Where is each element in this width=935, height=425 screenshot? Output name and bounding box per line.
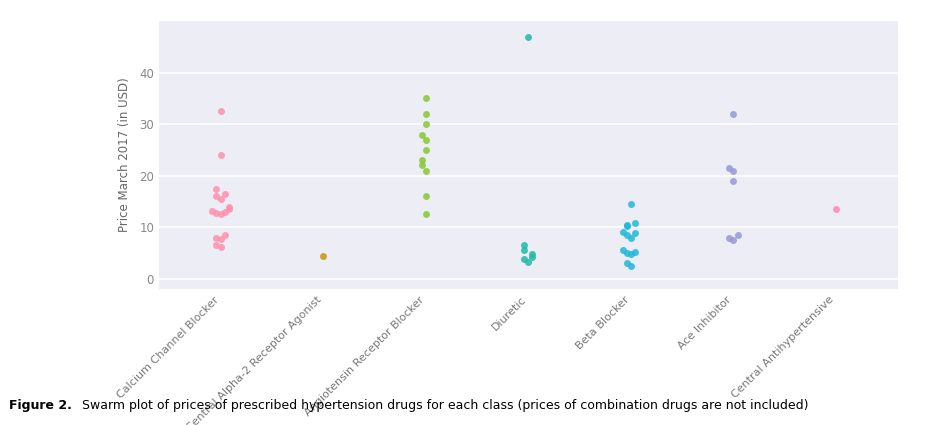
- Point: [414, 131, 429, 138]
- Point: [726, 167, 741, 174]
- Point: [217, 232, 232, 238]
- Point: [418, 121, 433, 128]
- Point: [418, 95, 433, 102]
- Point: [418, 147, 433, 153]
- Point: [619, 249, 634, 256]
- Point: [624, 251, 639, 258]
- Point: [627, 220, 642, 227]
- Point: [627, 249, 642, 255]
- Point: [730, 232, 745, 238]
- Point: [213, 244, 228, 250]
- Point: [624, 262, 639, 269]
- Point: [418, 211, 433, 218]
- Point: [619, 260, 634, 266]
- Point: [418, 110, 433, 117]
- Point: [525, 251, 539, 258]
- Point: [619, 232, 634, 238]
- Point: [517, 242, 532, 249]
- Text: Figure 2.: Figure 2.: [9, 399, 72, 412]
- Point: [213, 196, 228, 202]
- Point: [213, 211, 228, 218]
- Point: [213, 235, 228, 242]
- Point: [418, 136, 433, 143]
- Point: [418, 167, 433, 174]
- Point: [722, 234, 737, 241]
- Point: [217, 208, 232, 215]
- Point: [418, 193, 433, 200]
- Point: [615, 247, 630, 254]
- Point: [517, 256, 532, 263]
- Point: [213, 152, 228, 159]
- Text: Swarm plot of prices of prescribed hypertension drugs for each class (prices of : Swarm plot of prices of prescribed hyper…: [78, 399, 808, 412]
- Point: [525, 254, 539, 261]
- Point: [726, 110, 741, 117]
- Point: [726, 237, 741, 244]
- Point: [619, 221, 634, 228]
- Point: [615, 229, 630, 236]
- Point: [722, 164, 737, 171]
- Point: [619, 223, 634, 230]
- Point: [209, 185, 223, 192]
- Point: [624, 201, 639, 207]
- Point: [217, 190, 232, 197]
- Point: [222, 206, 237, 212]
- Point: [414, 162, 429, 169]
- Point: [209, 193, 223, 200]
- Point: [222, 203, 237, 210]
- Point: [624, 234, 639, 241]
- Point: [209, 242, 223, 249]
- Point: [209, 234, 223, 241]
- Point: [828, 206, 843, 212]
- Point: [521, 33, 536, 40]
- Point: [521, 259, 536, 266]
- Point: [209, 210, 223, 216]
- Point: [316, 252, 331, 259]
- Point: [213, 108, 228, 115]
- Point: [627, 230, 642, 237]
- Point: [205, 207, 220, 214]
- Point: [414, 157, 429, 164]
- Y-axis label: Price March 2017 (in USD): Price March 2017 (in USD): [118, 78, 131, 232]
- Point: [726, 178, 741, 184]
- Point: [517, 247, 532, 254]
